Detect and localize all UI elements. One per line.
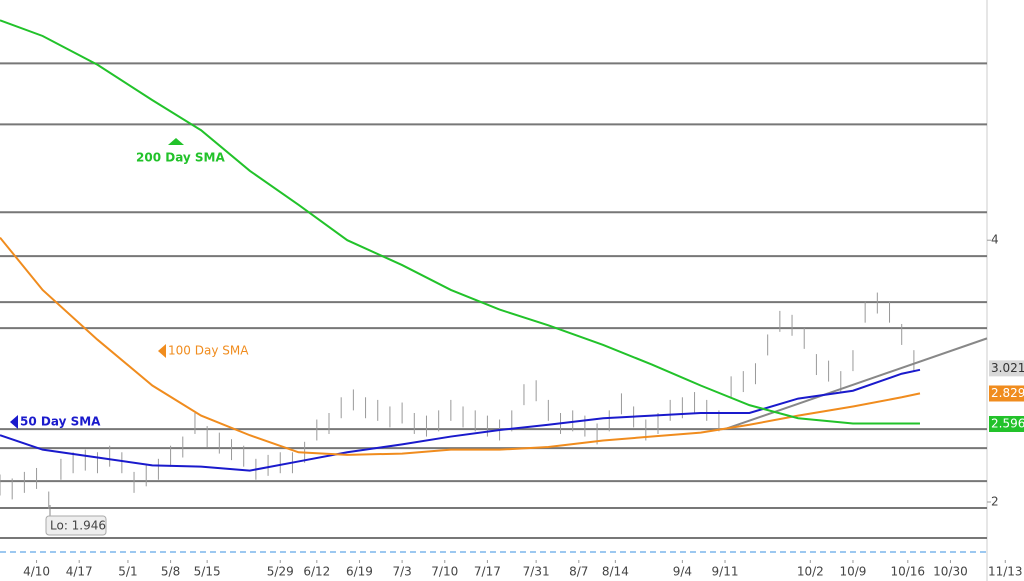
x-tick-label: 10/9: [839, 565, 866, 579]
x-tick-label: 6/12: [303, 565, 330, 579]
price-tag: [989, 360, 1024, 377]
x-tick-label: 10/30: [933, 565, 968, 579]
x-tick-label: 8/7: [569, 565, 588, 579]
x-tick-label: 10/16: [890, 565, 925, 579]
x-tick-label: 5/15: [194, 565, 221, 579]
x-tick-label: 9/4: [673, 565, 692, 579]
trend-line: [724, 337, 988, 431]
x-tick-label: 7/10: [431, 565, 458, 579]
price-tag-label: 3.021: [991, 361, 1024, 375]
x-tick-label: 6/19: [346, 565, 373, 579]
x-tick-label: 9/11: [712, 565, 739, 579]
series-label: 100 Day SMA: [168, 344, 249, 358]
x-tick-label: 7/17: [474, 565, 501, 579]
series-label: 50 Day SMA: [20, 415, 101, 429]
x-tick-label: 7/31: [523, 565, 550, 579]
annotation-arrow: [10, 415, 18, 429]
annotation-arrow: [168, 138, 184, 145]
x-tick-label: 8/14: [602, 565, 629, 579]
x-tick-label: 5/8: [161, 565, 180, 579]
x-tick-label: 11/13: [988, 565, 1023, 579]
y-tick-label: 2: [991, 495, 999, 509]
x-tick-label: 5/29: [267, 565, 294, 579]
sma-line: [0, 19, 920, 425]
x-tick-label: 5/1: [118, 565, 137, 579]
x-tick-label: 4/17: [66, 565, 93, 579]
y-tick-label: 4: [991, 233, 999, 247]
price-tag: [989, 385, 1024, 402]
series-label: 200 Day SMA: [136, 151, 226, 165]
annotation-arrow: [158, 344, 166, 358]
sma-line: [0, 368, 921, 472]
price-tag-label: 2.596: [991, 416, 1024, 430]
price-tag: [989, 415, 1024, 432]
x-tick-label: 4/10: [23, 565, 50, 579]
annotation-text: Lo: 1.946: [50, 519, 106, 533]
annotation-box: [45, 515, 107, 536]
sma-line: [0, 236, 921, 456]
x-tick-label: 7/3: [392, 565, 411, 579]
x-tick-label: 10/2: [797, 565, 824, 579]
price-tag-label: 2.829: [991, 386, 1024, 400]
